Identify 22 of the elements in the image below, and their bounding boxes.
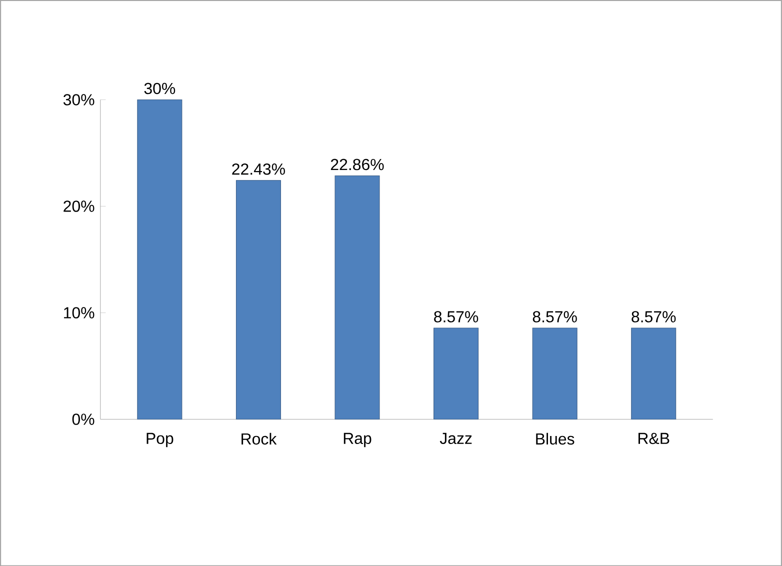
data-label: 8.57% [532, 310, 577, 322]
bar [532, 328, 578, 420]
x-tick-label: Jazz [440, 432, 472, 444]
data-label: 30% [144, 82, 176, 94]
y-tick-label: 20% [64, 200, 94, 212]
y-tick-label: 0% [72, 413, 94, 425]
x-tick-label: R&B [638, 432, 670, 444]
x-tick-label: Pop [146, 432, 174, 448]
x-tick-label: Blues [536, 432, 574, 444]
data-label: 22.86% [330, 158, 384, 170]
bar [631, 328, 676, 420]
y-tick-label: 30% [63, 94, 94, 106]
x-tick-label: Rap [344, 432, 372, 448]
data-label: 8.57% [434, 310, 478, 322]
x-tick-label: Rock [242, 432, 277, 444]
bar [334, 175, 380, 420]
bar [236, 180, 281, 420]
data-label: 22.43% [232, 163, 285, 175]
bar [137, 99, 182, 420]
bar [434, 328, 479, 420]
data-label: 8.57% [632, 310, 676, 322]
y-tick-label: 10% [64, 306, 94, 318]
